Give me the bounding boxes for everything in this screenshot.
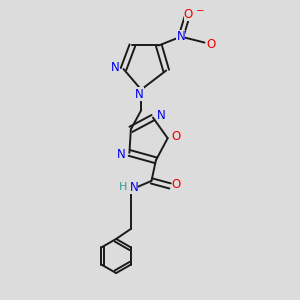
Text: H: H bbox=[118, 182, 127, 192]
Text: N: N bbox=[176, 30, 185, 43]
Text: N: N bbox=[111, 61, 120, 74]
Text: O: O bbox=[184, 8, 193, 21]
Text: O: O bbox=[172, 178, 181, 191]
Text: N: N bbox=[117, 148, 125, 161]
Text: N: N bbox=[129, 181, 138, 194]
Text: O: O bbox=[206, 38, 216, 50]
Text: O: O bbox=[171, 130, 181, 143]
Text: N: N bbox=[135, 88, 144, 100]
Text: N: N bbox=[157, 109, 166, 122]
Text: −: − bbox=[196, 6, 204, 16]
